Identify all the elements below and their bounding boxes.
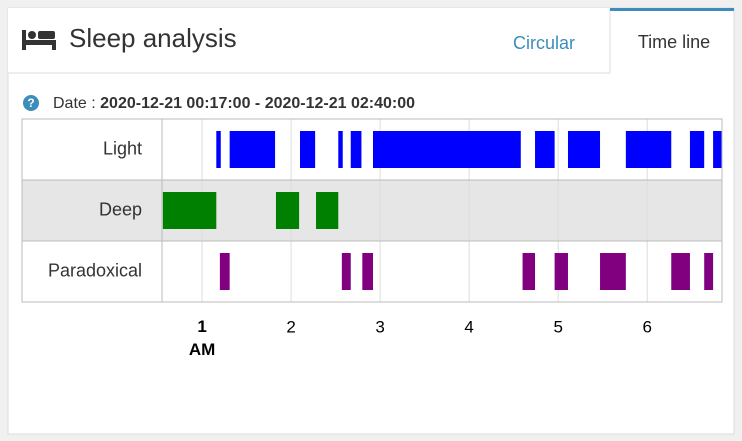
- row-background: [22, 180, 722, 241]
- bed-icon: [22, 30, 56, 50]
- segment: [219, 253, 230, 290]
- x-tick-label: 5: [553, 317, 562, 336]
- date-line: Date : 2020-12-21 00:17:00 - 2020-12-21 …: [53, 95, 415, 112]
- segment: [216, 131, 221, 168]
- date-value: 2020-12-21 00:17:00 - 2020-12-21 02:40:0…: [100, 95, 415, 112]
- chart-border: [21, 118, 723, 303]
- active-tab-bar: [610, 8, 734, 11]
- tab[interactable]: Circular: [513, 33, 575, 53]
- x-tick-label: 3: [375, 317, 384, 336]
- row-label: Deep: [99, 199, 142, 219]
- segment: [535, 131, 555, 168]
- segment: [554, 253, 568, 290]
- row-background: [22, 119, 722, 180]
- segment: [299, 131, 316, 168]
- date-label: Date :: [53, 95, 96, 112]
- segment: [625, 131, 672, 168]
- segment: [704, 253, 714, 290]
- header: [8, 8, 610, 73]
- segment: [275, 192, 300, 229]
- segment: [229, 131, 276, 168]
- x-tick-label: 2: [286, 317, 295, 336]
- segment: [671, 253, 690, 290]
- segment: [713, 131, 722, 168]
- segment: [350, 131, 362, 168]
- segment: [316, 192, 339, 229]
- segment: [338, 131, 343, 168]
- segment: [373, 131, 521, 168]
- segment: [522, 253, 536, 290]
- segment: [162, 192, 217, 229]
- segment: [567, 131, 601, 168]
- segment: [362, 253, 374, 290]
- x-tick-label: 6: [642, 317, 651, 336]
- segment: [341, 253, 351, 290]
- chart: 1 AM 2 3 4 5 6 Light Deep Paradoxical: [21, 118, 723, 359]
- x-tick-label: 4: [464, 317, 473, 336]
- segment: [689, 131, 705, 168]
- tab[interactable]: Time line: [638, 32, 710, 52]
- segment: [600, 253, 626, 290]
- help-icon[interactable]: [23, 95, 39, 111]
- row-label: Paradoxical: [48, 260, 142, 280]
- x-tick-label: 1 AM: [189, 317, 215, 359]
- help-icon-glyph: ?: [27, 96, 34, 110]
- row-label: Light: [103, 138, 142, 158]
- title: Sleep analysis: [69, 23, 237, 53]
